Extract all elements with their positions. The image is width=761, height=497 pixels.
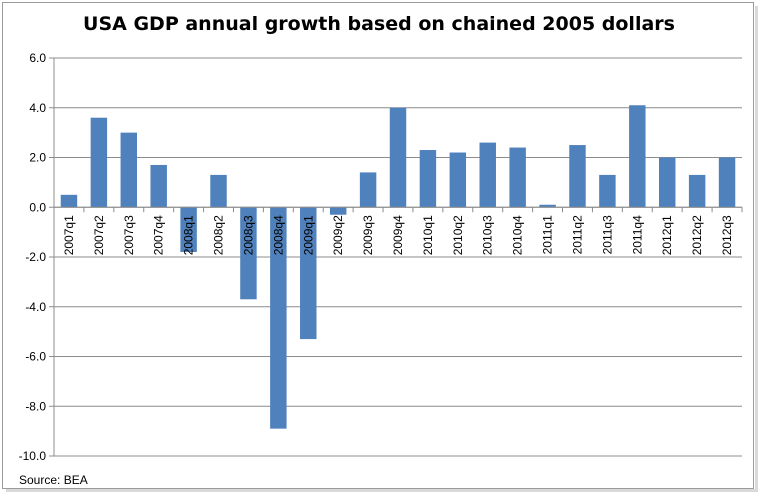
- x-tick-label: 2008q3: [241, 215, 255, 255]
- x-tick-label: 2010q1: [421, 215, 435, 255]
- bar-2012q2: [688, 174, 706, 208]
- x-tick-label: 2008q4: [271, 215, 285, 255]
- x-tick-label: 2011q1: [541, 215, 555, 254]
- bar-2007q1: [60, 194, 78, 208]
- bar-2009q4: [389, 107, 407, 208]
- bar-2008q1: [180, 207, 197, 253]
- bar-2009q1: [300, 207, 317, 340]
- x-tick-label: 2012q1: [660, 215, 674, 255]
- y-tick-label: 4.0: [29, 101, 46, 115]
- bar-2012q1: [658, 157, 676, 208]
- bar-2010q4: [509, 147, 526, 208]
- x-tick-label: 2007q2: [92, 215, 106, 255]
- chart-frame: USA GDP annual growth based on chained 2…: [2, 2, 754, 489]
- bar-2011q2: [569, 145, 586, 208]
- x-tick-label: 2011q4: [630, 215, 644, 254]
- bar-2010q1: [419, 150, 437, 208]
- x-tick-label: 2009q1: [301, 215, 315, 255]
- x-tick-label: 2009q4: [391, 215, 405, 255]
- frame-shadow-right: [755, 6, 758, 492]
- x-tick-label: 2007q1: [62, 215, 76, 255]
- y-tick-label: 6.0: [29, 51, 46, 65]
- x-tick-label: 2009q2: [331, 215, 345, 255]
- source-note: Source: BEA: [19, 473, 88, 487]
- bar-2007q2: [90, 117, 108, 208]
- x-tick-label: 2010q4: [511, 215, 525, 255]
- x-tick-label: 2007q3: [122, 215, 136, 255]
- chart-title: USA GDP annual growth based on chained 2…: [83, 13, 675, 35]
- x-tick-label: 2011q3: [600, 215, 614, 254]
- x-tick-label: 2010q3: [481, 215, 495, 255]
- bar-2011q4: [629, 105, 646, 208]
- frame-shadow-bottom: [6, 489, 758, 492]
- x-tick-label: 2010q2: [451, 215, 465, 255]
- y-tick-label: -6.0: [25, 350, 46, 364]
- bar-2012q3: [718, 157, 736, 208]
- x-tick-label: 2007q4: [152, 215, 166, 255]
- bar-2009q3: [359, 172, 377, 208]
- bar-2010q2: [449, 152, 467, 208]
- y-tick-label: -10.0: [19, 449, 47, 463]
- bar-2011q3: [599, 174, 616, 208]
- y-tick-label: -8.0: [25, 399, 46, 413]
- bar-2008q3: [240, 207, 257, 300]
- x-tick-label: 2012q3: [720, 215, 734, 255]
- bar-2008q4: [270, 207, 287, 429]
- bar-2008q2: [210, 174, 227, 208]
- bar-2007q4: [150, 164, 167, 208]
- x-tick-label: 2008q2: [212, 215, 226, 255]
- bar-2007q3: [120, 132, 138, 208]
- x-tick-label: 2012q2: [690, 215, 704, 255]
- y-tick-label: 2.0: [29, 151, 46, 165]
- x-tick-label: 2008q1: [182, 215, 196, 255]
- y-tick-label: -4.0: [25, 300, 46, 314]
- y-tick-label: 0.0: [29, 200, 46, 214]
- bar-2009q2: [329, 207, 347, 215]
- chart-plot: 6.0 4.0 2.0 0.0 -2.0 -4.0 -6.0 -8.0 -10.0 2007q1 2…: [19, 51, 743, 463]
- bar-2010q3: [479, 142, 496, 208]
- x-tick-label: 2009q3: [361, 215, 375, 255]
- bar-2011q1: [539, 204, 556, 208]
- x-tick-label: 2011q2: [570, 215, 584, 254]
- y-tick-label: -2.0: [25, 250, 46, 264]
